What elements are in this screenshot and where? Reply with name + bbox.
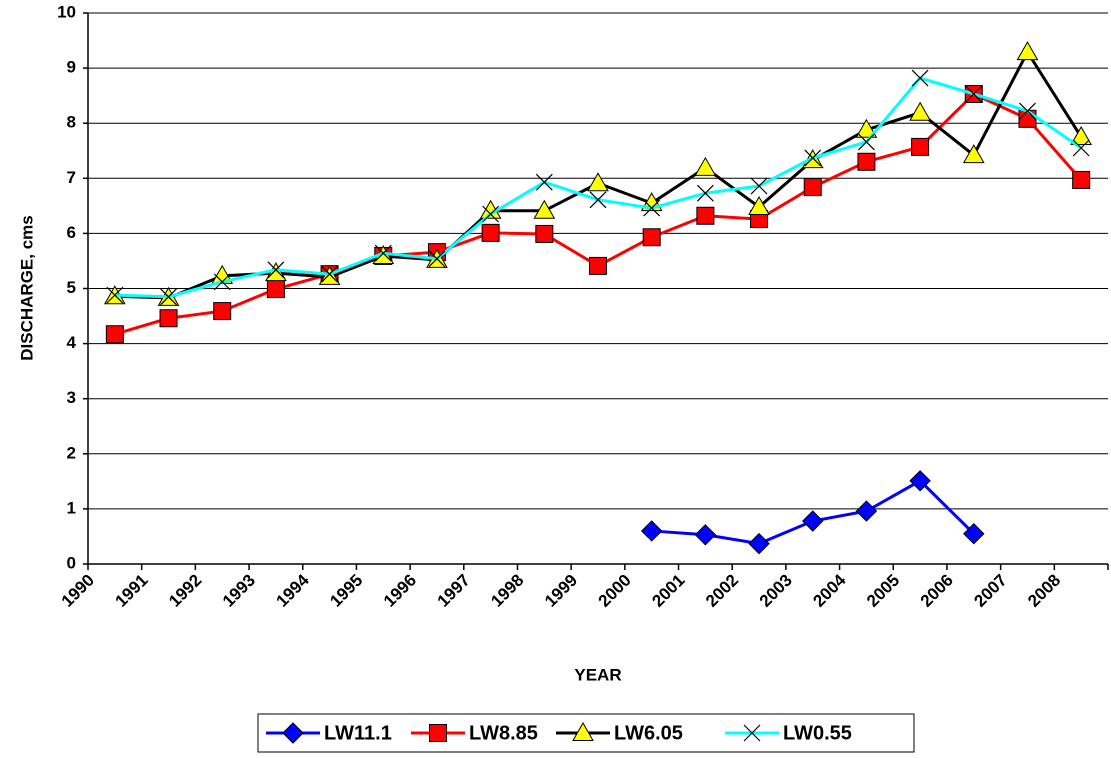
marker <box>963 522 985 545</box>
marker <box>589 191 607 209</box>
marker <box>482 205 500 223</box>
marker <box>802 510 824 532</box>
x-tick-label: 1992 <box>165 571 205 611</box>
marker <box>803 178 822 197</box>
marker <box>213 302 232 321</box>
y-tick-label: 5 <box>67 278 76 297</box>
marker <box>857 152 876 171</box>
y-tick-label: 7 <box>67 168 76 187</box>
y-tick-label: 10 <box>57 2 76 21</box>
marker <box>643 199 661 217</box>
marker <box>743 724 761 742</box>
marker <box>909 101 931 121</box>
marker <box>374 244 392 262</box>
marker <box>428 250 446 268</box>
marker <box>282 722 304 744</box>
marker <box>694 524 717 546</box>
x-tick-label: 1995 <box>326 571 366 611</box>
marker <box>696 184 714 202</box>
marker <box>640 520 663 542</box>
x-tick-label: 1991 <box>112 571 152 611</box>
x-tick-label: 1998 <box>487 571 527 611</box>
marker <box>267 261 285 279</box>
marker <box>106 286 124 304</box>
x-tick-label: 1996 <box>380 571 420 611</box>
x-tick-label: 2006 <box>917 571 957 611</box>
marker <box>855 118 878 138</box>
x-tick-label: 1994 <box>273 570 314 611</box>
legend-label: LW8.85 <box>469 722 538 744</box>
x-tick-label: 2007 <box>970 571 1010 611</box>
x-tick-label: 2001 <box>648 571 688 611</box>
marker <box>321 265 339 283</box>
marker <box>481 223 500 242</box>
marker <box>748 532 770 555</box>
x-axis-title: YEAR <box>574 665 621 684</box>
marker <box>160 288 177 306</box>
y-tick-label: 3 <box>67 388 76 407</box>
y-axis-title: DISCHARGE, cms <box>17 215 36 360</box>
marker <box>105 325 124 344</box>
marker <box>750 177 768 195</box>
x-tick-label: 2005 <box>863 571 903 611</box>
marker <box>213 273 231 291</box>
marker <box>965 85 983 103</box>
marker <box>589 256 607 275</box>
y-tick-label: 9 <box>67 58 76 77</box>
x-tick-label: 1993 <box>219 571 259 611</box>
marker <box>855 500 878 522</box>
marker <box>696 206 715 225</box>
x-tick-label: 1990 <box>58 571 98 611</box>
x-tick-label: 2000 <box>595 571 635 611</box>
marker <box>804 149 822 167</box>
y-tick-label: 4 <box>67 333 77 352</box>
x-tick-label: 2002 <box>702 571 742 611</box>
marker <box>535 173 553 191</box>
x-tick-label: 1997 <box>434 571 474 611</box>
x-tick-label: 2008 <box>1024 571 1064 611</box>
marker <box>159 309 178 328</box>
legend-label: LW0.55 <box>783 722 852 744</box>
marker <box>535 224 554 243</box>
x-tick-label: 2004 <box>809 570 850 611</box>
marker <box>266 280 285 299</box>
x-tick-label: 1999 <box>541 571 581 611</box>
marker <box>911 69 929 87</box>
marker <box>1019 102 1036 120</box>
marker <box>533 199 556 219</box>
series-line <box>114 92 1083 336</box>
marker <box>1072 139 1090 157</box>
marker <box>1016 41 1039 61</box>
marker <box>642 228 661 247</box>
marker <box>1070 125 1093 145</box>
y-tick-label: 6 <box>67 223 76 242</box>
marker <box>911 137 930 156</box>
y-tick-label: 8 <box>67 113 76 132</box>
legend-label: LW6.05 <box>614 722 683 744</box>
y-tick-label: 0 <box>67 553 76 572</box>
marker <box>1072 170 1091 189</box>
marker <box>572 721 594 741</box>
x-tick-label: 2003 <box>756 571 796 611</box>
marker <box>857 133 875 151</box>
y-tick-label: 1 <box>67 498 76 517</box>
legend-label: LW11.1 <box>324 722 392 744</box>
marker <box>694 156 717 176</box>
y-tick-label: 2 <box>67 443 76 462</box>
marker <box>962 144 985 164</box>
marker <box>748 195 770 215</box>
marker <box>587 172 609 192</box>
marker <box>429 724 447 742</box>
marker <box>909 470 931 492</box>
